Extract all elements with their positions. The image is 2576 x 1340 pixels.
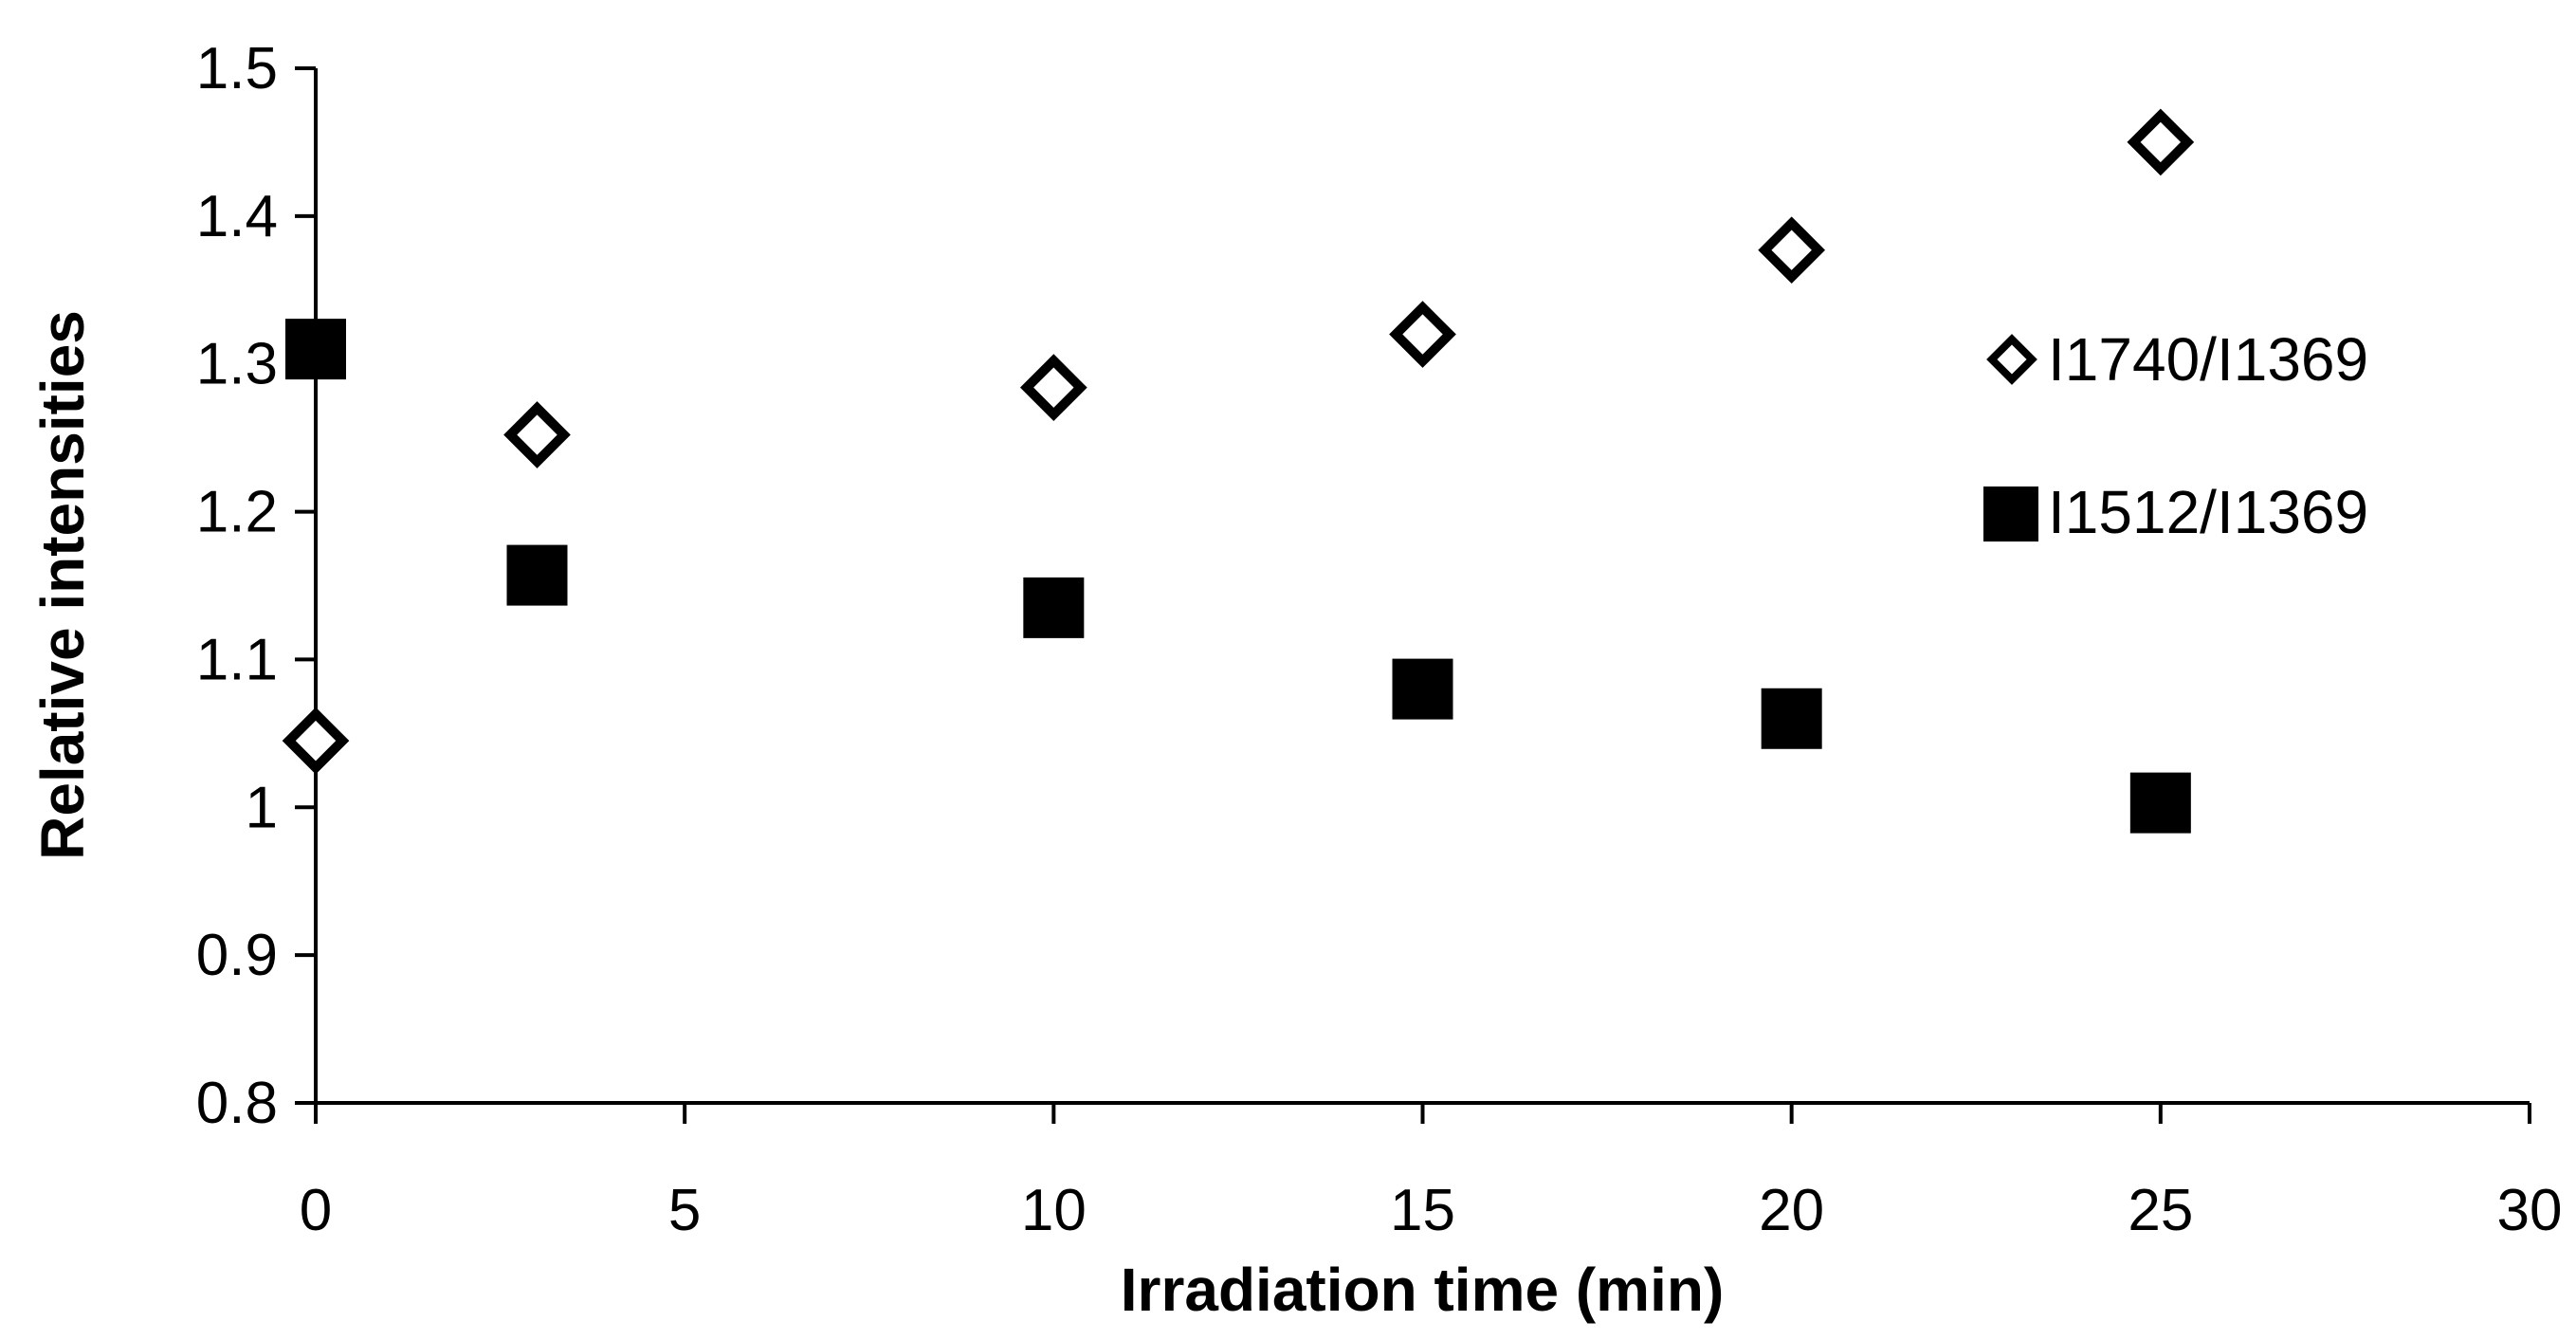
data-point-i1740: [503, 401, 571, 468]
y-tick-label: 1.1: [196, 627, 278, 692]
y-tick-label: 1.2: [196, 480, 278, 545]
legend-label-i1740: I1740/I1369: [2048, 325, 2368, 394]
y-tick-label: 1.3: [196, 332, 278, 397]
y-tick-label: 0.8: [196, 1071, 278, 1136]
data-point-i1512: [506, 544, 568, 606]
data-point-i1740: [1389, 301, 1456, 368]
legend-item-i1512: I1512/I1369: [1983, 478, 2368, 546]
legend-label-i1512: I1512/I1369: [2048, 478, 2368, 546]
data-markers: [282, 108, 2195, 834]
data-point-i1512: [2129, 772, 2191, 834]
data-point-i1512: [1761, 688, 1822, 749]
legend-diamond-icon: [1986, 334, 2037, 385]
x-axis-ticks: 0 5 10 15 20 25 30: [300, 1103, 2563, 1243]
data-point-i1512: [285, 319, 346, 380]
data-point-i1512: [1023, 577, 1085, 638]
data-point-i1512: [1392, 658, 1453, 720]
y-tick-label: 1: [246, 775, 278, 840]
x-tick-label: 15: [1390, 1178, 1455, 1243]
data-point-i1740: [1758, 216, 1826, 285]
data-point-i1740: [2127, 108, 2195, 176]
data-point-i1740: [282, 707, 350, 775]
legend: I1740/I1369 I1512/I1369: [1983, 325, 2368, 546]
x-tick-label: 20: [1759, 1178, 1824, 1243]
x-tick-label: 5: [668, 1178, 701, 1243]
y-axis-ticks: 0.8 0.9 1 1.1 1.2 1.3 1.4 1.5: [196, 36, 316, 1136]
x-tick-label: 30: [2497, 1178, 2563, 1243]
x-tick-label: 0: [300, 1178, 332, 1243]
y-tick-label: 0.9: [196, 923, 278, 988]
data-point-i1740: [1019, 354, 1087, 422]
x-tick-label: 10: [1021, 1178, 1087, 1243]
x-tick-label: 25: [2128, 1178, 2193, 1243]
y-tick-label: 1.5: [196, 36, 278, 101]
y-tick-label: 1.4: [196, 184, 278, 249]
x-axis-title: Irradiation time (min): [1121, 1256, 1725, 1324]
legend-square-icon: [1983, 486, 2038, 542]
legend-item-i1740: I1740/I1369: [1986, 325, 2368, 394]
y-axis-title: Relative intensities: [28, 310, 97, 860]
